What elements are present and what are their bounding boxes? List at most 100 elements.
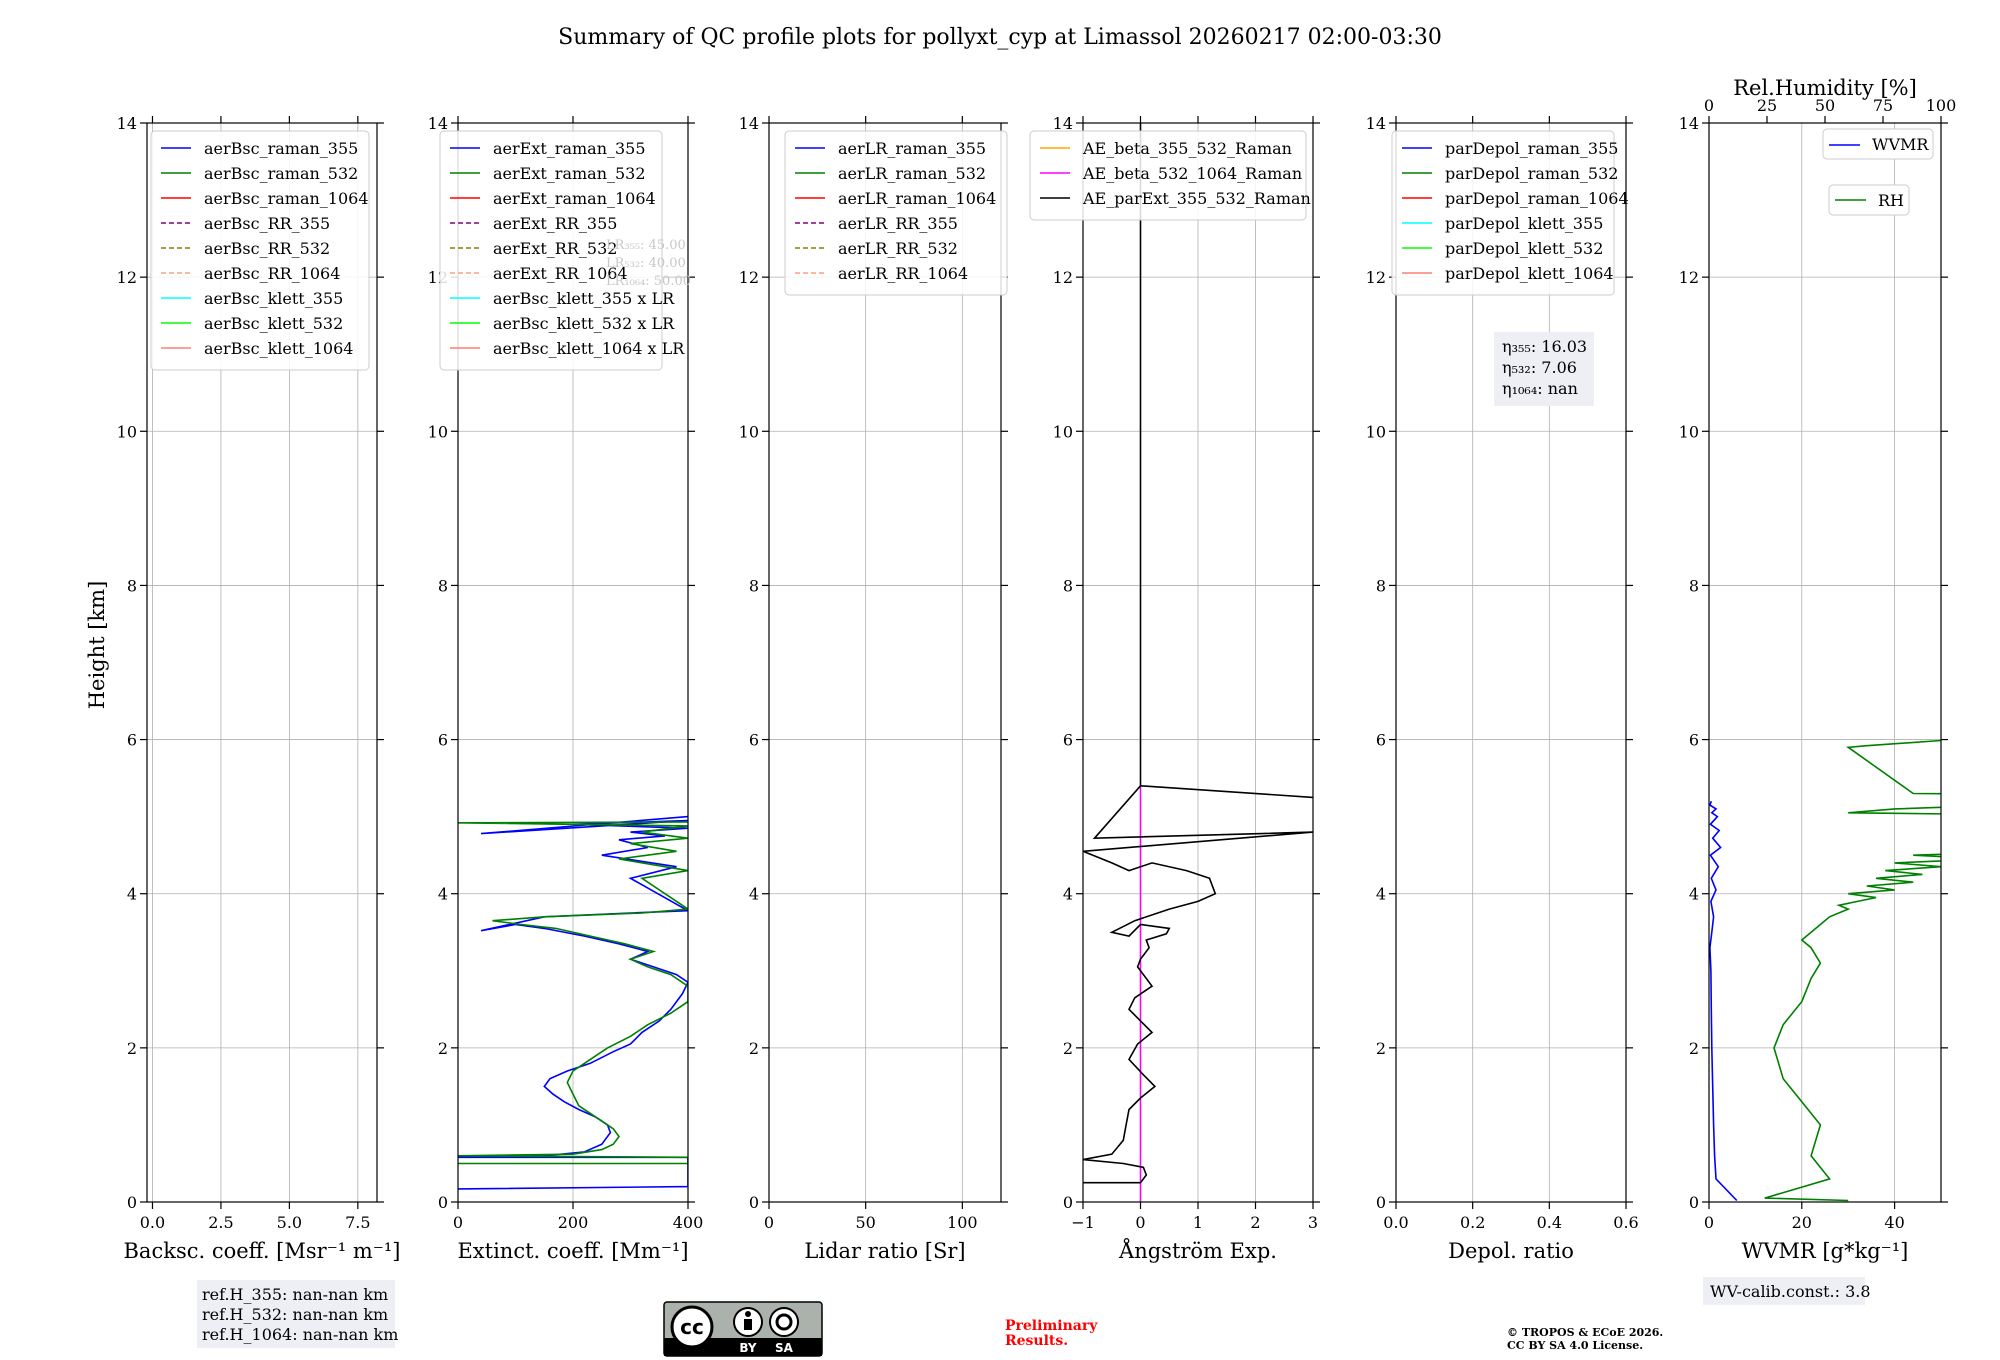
xtick-label-lr-0: 0 bbox=[764, 1213, 774, 1232]
xtick-label-ext-0: 0 bbox=[453, 1213, 463, 1232]
legend-box-bsc bbox=[150, 130, 370, 371]
legend-label-ext-7: aerBsc_klett_532 x LR bbox=[493, 314, 675, 333]
ytick-label-wv-5: 10 bbox=[1679, 422, 1699, 441]
ytick-label-depol-0: 0 bbox=[1376, 1193, 1386, 1212]
xtick-label-bsc-0: 0.0 bbox=[140, 1213, 165, 1232]
series-ext-aerExt_raman_532 bbox=[458, 821, 688, 1165]
legend-label-depol-5: parDepol_klett_1064 bbox=[1445, 264, 1614, 283]
frame-bsc bbox=[146, 122, 378, 1203]
eta-text-2: η₁₀₆₄: nan bbox=[1502, 379, 1578, 398]
legend-label-ext-3: aerExt_RR_355 bbox=[493, 214, 617, 233]
y-axis-label: Height [km] bbox=[85, 581, 109, 710]
ytick-label-lr-3: 6 bbox=[749, 731, 759, 750]
cc-logo-text: cc bbox=[680, 1315, 704, 1339]
legend-label-lr-4: aerLR_RR_532 bbox=[838, 239, 958, 258]
ytick-label-ae-5: 10 bbox=[1053, 422, 1073, 441]
ytick-label-depol-6: 12 bbox=[1366, 268, 1386, 287]
legend-label-lr-5: aerLR_RR_1064 bbox=[838, 264, 968, 283]
xtick-label-wv-2: 40 bbox=[1884, 1213, 1904, 1232]
xtick-label-lr-1: 50 bbox=[855, 1213, 875, 1232]
legend-label-bsc-4: aerBsc_RR_532 bbox=[204, 239, 330, 258]
wv-calib-text: WV-calib.const.: 3.8 bbox=[1710, 1282, 1871, 1301]
frame-wv bbox=[1708, 122, 1942, 1203]
preliminary-line-1: Preliminary bbox=[1005, 1318, 1098, 1334]
top-xtick-label-wv-4: 100 bbox=[1926, 96, 1957, 115]
legend-label-bsc-2: aerBsc_raman_1064 bbox=[204, 189, 369, 208]
figure-title: Summary of QC profile plots for pollyxt_… bbox=[558, 25, 1442, 50]
ytick-label-ae-7: 14 bbox=[1053, 114, 1073, 133]
legend-label-ext-4: aerExt_RR_532 bbox=[493, 239, 617, 258]
legend-box-ae bbox=[1029, 130, 1307, 221]
ytick-label-depol-2: 4 bbox=[1376, 885, 1386, 904]
legend-box-rh bbox=[1828, 184, 1910, 216]
ytick-label-ae-1: 2 bbox=[1063, 1039, 1073, 1058]
legend-depol: parDepol_raman_355 parDepol_raman_532 parD… bbox=[1391, 130, 1629, 296]
xlabel-depol: Depol. ratio bbox=[1448, 1239, 1574, 1263]
ytick-label-lr-7: 14 bbox=[739, 114, 759, 133]
ytick-label-ae-6: 12 bbox=[1053, 268, 1073, 287]
ref-height-532: ref.H_532: nan-nan km bbox=[202, 1305, 388, 1324]
top-xtick-label-wv-1: 25 bbox=[1757, 96, 1777, 115]
legend-label-lr-1: aerLR_raman_532 bbox=[838, 164, 986, 183]
legend-ae: AE_beta_355_532_Raman AE_beta_532_1064_Ra… bbox=[1029, 130, 1311, 221]
legend-label-ext-5: aerExt_RR_1064 bbox=[493, 264, 628, 283]
lr-annotation-box: LR₃₅₅: 45.00 LR₅₃₂: 40.00 LR₁₀₆₄: 50.00 bbox=[606, 238, 691, 289]
panel-depol: 0 2 4 6 8 10 12 14 0.0 0.2 0.4 0.6 Depol. ratio parDe… bbox=[1366, 114, 1639, 1263]
ytick-label-bsc-5: 10 bbox=[117, 422, 137, 441]
legend-label-ae-2: AE_parExt_355_532_Raman bbox=[1082, 189, 1311, 208]
top-xtick-label-wv-3: 75 bbox=[1873, 96, 1893, 115]
ytick-label-lr-0: 0 bbox=[749, 1193, 759, 1212]
top-xtick-label-wv-0: 0 bbox=[1704, 96, 1714, 115]
xtick-label-ae-2: 1 bbox=[1193, 1213, 1203, 1232]
series-wv-WVMR bbox=[1709, 800, 1738, 1202]
cc-license-badge: cc BY SA bbox=[663, 1301, 823, 1357]
xlabel-ext: Extinct. coeff. [Mm⁻¹] bbox=[457, 1239, 688, 1263]
cc-by-label: BY bbox=[739, 1341, 756, 1355]
xtick-label-depol-3: 0.6 bbox=[1613, 1213, 1638, 1232]
lr-annotation-0: LR₃₅₅: 45.00 bbox=[606, 238, 686, 253]
legend-box-ext bbox=[439, 130, 663, 371]
legend-label-ae-1: AE_beta_532_1064_Raman bbox=[1082, 164, 1302, 183]
ytick-label-depol-5: 10 bbox=[1366, 422, 1386, 441]
legend-box-depol bbox=[1391, 130, 1615, 296]
eta-text-0: η₃₅₅: 16.03 bbox=[1502, 337, 1587, 356]
xlabel-lr: Lidar ratio [Sr] bbox=[804, 1239, 965, 1263]
xtick-label-bsc-3: 7.5 bbox=[345, 1213, 370, 1232]
lr-annotation-2: LR₁₀₆₄: 50.00 bbox=[606, 274, 691, 289]
series-wv-RH bbox=[1764, 739, 1941, 1202]
legend-label-depol-3: parDepol_klett_355 bbox=[1445, 214, 1603, 233]
xtick-label-ae-1: 0 bbox=[1135, 1213, 1145, 1232]
legend-label-ae-0: AE_beta_355_532_Raman bbox=[1082, 139, 1292, 158]
xtick-label-ae-4: 3 bbox=[1308, 1213, 1318, 1232]
ref-height-1064: ref.H_1064: nan-nan km bbox=[202, 1325, 398, 1344]
legend-label-wvmr: WVMR bbox=[1872, 135, 1929, 154]
legend-label-lr-2: aerLR_raman_1064 bbox=[838, 189, 996, 208]
wv-calib-box bbox=[1703, 1277, 1865, 1305]
panel-lr: 0 2 4 6 8 10 12 14 0 50 100 Lidar ratio [Sr] aerLR_r… bbox=[739, 114, 1008, 1263]
xtick-label-depol-0: 0.0 bbox=[1383, 1213, 1408, 1232]
ytick-label-bsc-4: 8 bbox=[127, 576, 137, 595]
ytick-label-bsc-2: 4 bbox=[127, 885, 137, 904]
ytick-label-ext-4: 8 bbox=[438, 576, 448, 595]
legend-label-bsc-7: aerBsc_klett_532 bbox=[204, 314, 343, 333]
xtick-label-ext-1: 200 bbox=[558, 1213, 589, 1232]
legend-lr: aerLR_raman_355 aerLR_raman_532 aerLR_rama… bbox=[784, 130, 1008, 296]
xtick-label-lr-2: 100 bbox=[947, 1213, 978, 1232]
frame-lr bbox=[768, 122, 1002, 1203]
legend-label-ext-6: aerBsc_klett_355 x LR bbox=[493, 289, 675, 308]
ytick-label-ext-3: 6 bbox=[438, 731, 448, 750]
legend-label-depol-1: parDepol_raman_532 bbox=[1445, 164, 1618, 183]
lr-annotation-1: LR₅₃₂: 40.00 bbox=[606, 256, 686, 271]
frame-depol bbox=[1395, 122, 1627, 1203]
legend-bsc: aerBsc_raman_355 aerBsc_raman_532 aerBsc_r… bbox=[150, 130, 370, 371]
xtick-label-bsc-1: 2.5 bbox=[208, 1213, 233, 1232]
panel-wv: 0 2 4 6 8 10 12 14 0 20 40 WVMR [g*kg⁻¹] 0 25 50 75 100 R… bbox=[1679, 76, 1957, 1263]
legend-label-bsc-3: aerBsc_RR_355 bbox=[204, 214, 330, 233]
ytick-label-wv-2: 4 bbox=[1689, 885, 1699, 904]
ytick-label-lr-4: 8 bbox=[749, 576, 759, 595]
copyright-line-2: CC BY SA 4.0 License. bbox=[1507, 1339, 1643, 1352]
ytick-label-bsc-3: 6 bbox=[127, 731, 137, 750]
